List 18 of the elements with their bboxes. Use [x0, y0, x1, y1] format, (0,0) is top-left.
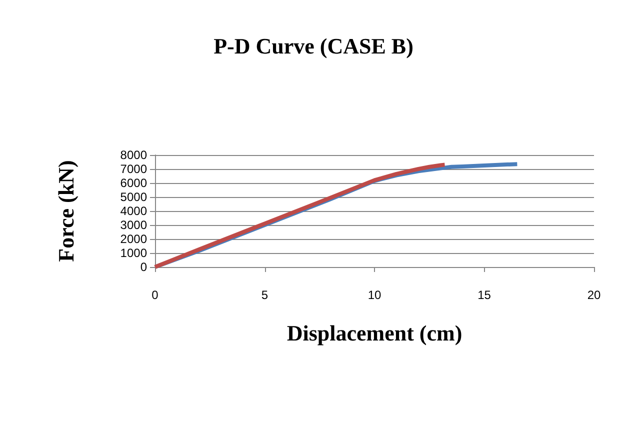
x-tick-label: 20: [587, 288, 601, 302]
chart-title: P-D Curve (CASE B): [214, 34, 414, 58]
y-tick-label: 3000: [120, 218, 148, 232]
y-tick-label: 4000: [120, 204, 148, 218]
x-tick-label: 15: [478, 288, 492, 302]
x-tick-label: 10: [368, 288, 382, 302]
y-tick-label: 2000: [120, 232, 148, 246]
line-series: [153, 162, 447, 269]
y-tick-label: 5000: [120, 190, 148, 204]
y-tick-label: 8000: [120, 148, 148, 162]
y-tick-label: 1000: [120, 246, 148, 260]
x-tick-label: 5: [261, 288, 268, 302]
x-tick-label: 0: [152, 288, 159, 302]
x-axis-title: Displacement (cm): [286, 320, 462, 346]
y-axis-title: Force (kN): [54, 160, 78, 262]
y-tick-label: 0: [140, 260, 148, 274]
y-tick-label: 6000: [120, 176, 148, 190]
y-tick-label: 7000: [120, 162, 148, 176]
